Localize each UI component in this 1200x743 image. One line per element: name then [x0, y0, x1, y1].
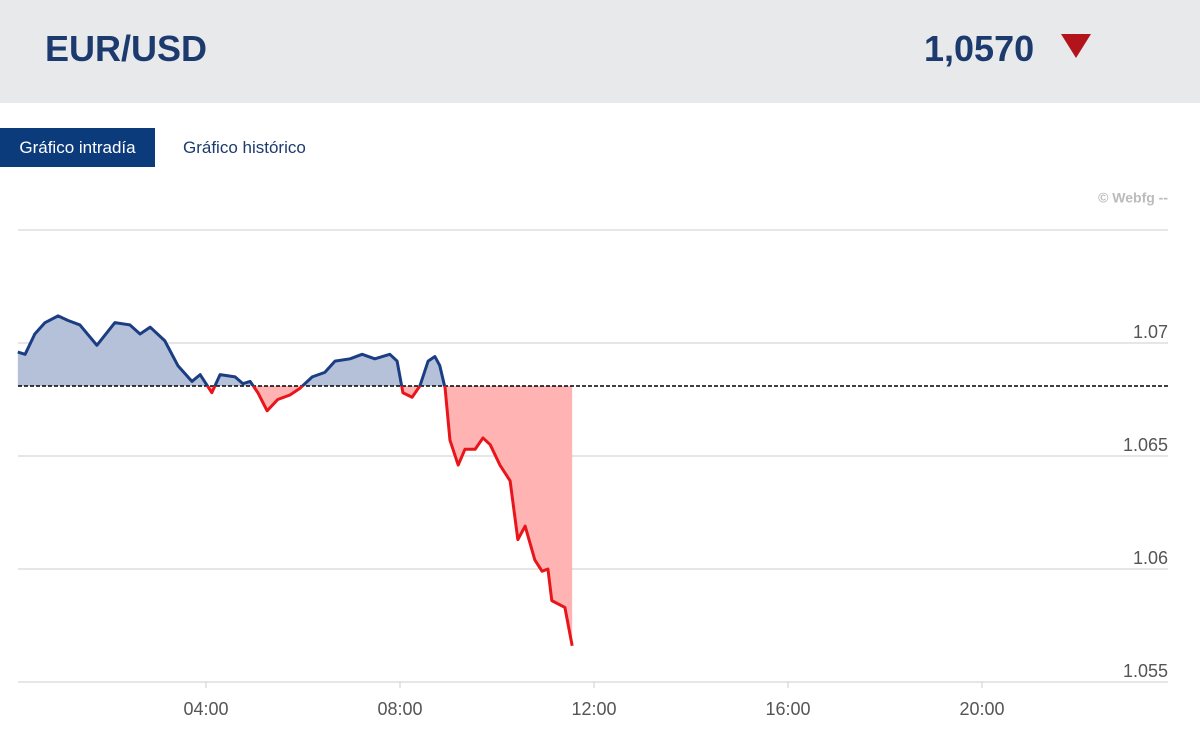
y-tick-label: 1.065: [1123, 435, 1168, 455]
x-tick-label: 20:00: [959, 699, 1004, 719]
y-tick-label: 1.055: [1123, 661, 1168, 681]
pair-title: EUR/USD: [45, 28, 208, 69]
x-tick-label: 12:00: [571, 699, 616, 719]
tab-historic[interactable]: Gráfico histórico: [183, 138, 306, 157]
down-arrow: [1061, 34, 1091, 58]
price: 1,0570: [924, 28, 1035, 69]
y-tick-label: 1.07: [1133, 322, 1168, 342]
x-tick-label: 04:00: [183, 699, 228, 719]
header: EUR/USD 1,0570: [0, 0, 1200, 103]
y-tick-label: 1.06: [1133, 548, 1168, 568]
tab-intraday[interactable]: Gráfico intradía: [0, 128, 155, 167]
price-line: [17, 314, 574, 647]
credit: © Webfg --: [1098, 190, 1168, 206]
x-tick-label: 16:00: [765, 699, 810, 719]
x-tick-label: 08:00: [377, 699, 422, 719]
area: [17, 315, 573, 646]
